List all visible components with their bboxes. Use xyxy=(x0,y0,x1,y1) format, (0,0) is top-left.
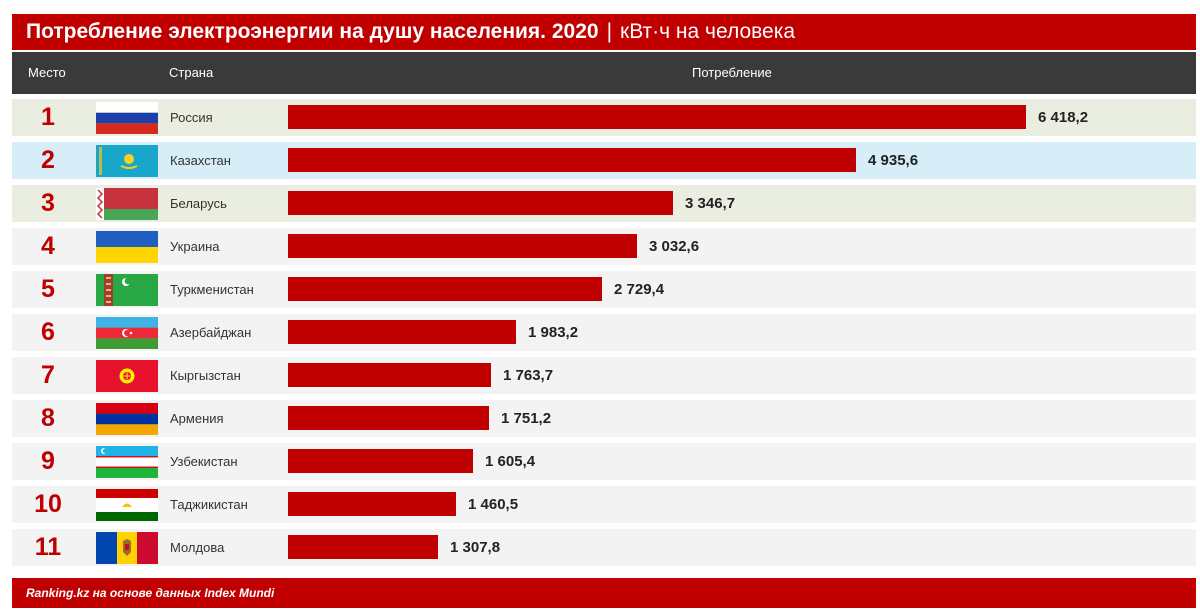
ranking-rows: 1 Россия 6 418,2 2 Казахстан 4 935,6 3 Беларусь… xyxy=(12,99,1196,572)
table-row: 5 Туркменистан 2 729,4 xyxy=(12,271,1196,308)
value-label: 1 307,8 xyxy=(450,539,501,556)
value-bar xyxy=(288,535,438,559)
tajikistan-flag-icon xyxy=(96,489,158,521)
country-label: Армения xyxy=(170,411,224,426)
value-label: 2 729,4 xyxy=(614,281,665,298)
chart-title-bar: Потребление электроэнергии на душу насел… xyxy=(12,14,1196,50)
uzbekistan-flag-icon xyxy=(96,446,158,478)
table-header: Место Страна Потребление xyxy=(12,52,1196,94)
table-row: 6 Азербайджан 1 983,2 xyxy=(12,314,1196,351)
rank-label: 2 xyxy=(41,146,55,174)
value-bar xyxy=(288,363,491,387)
source-footer: Ranking.kz на основе данных Index Mundi xyxy=(12,578,1196,608)
value-label: 1 983,2 xyxy=(528,324,579,341)
table-row: 7 Кыргызстан 1 763,7 xyxy=(12,357,1196,394)
table-row: 1 Россия 6 418,2 xyxy=(12,99,1196,136)
title-separator: | xyxy=(606,20,613,43)
azerbaijan-flag-icon xyxy=(96,317,158,349)
moldova-flag-icon xyxy=(96,532,158,564)
header-rank: Место xyxy=(28,65,66,80)
table-row: 11 Молдова 1 307,8 xyxy=(12,529,1196,566)
belarus-flag-icon xyxy=(96,188,158,220)
value-bar xyxy=(288,406,489,430)
value-label: 3 346,7 xyxy=(685,195,736,212)
country-label: Туркменистан xyxy=(170,282,254,297)
country-label: Азербайджан xyxy=(170,325,252,340)
value-label: 1 751,2 xyxy=(501,410,552,427)
rank-label: 7 xyxy=(41,361,55,389)
rank-label: 5 xyxy=(41,275,55,303)
value-label: 1 763,7 xyxy=(503,367,554,384)
country-label: Таджикистан xyxy=(170,497,248,512)
ukraine-flag-icon xyxy=(96,231,158,263)
country-label: Молдова xyxy=(170,540,225,555)
value-bar xyxy=(288,320,516,344)
chart-title: Потребление электроэнергии на душу насел… xyxy=(26,20,599,43)
value-bar xyxy=(288,492,456,516)
chart-unit: кВт·ч на человека xyxy=(620,20,796,43)
rank-label: 8 xyxy=(41,404,55,432)
country-label: Узбекистан xyxy=(170,454,238,469)
table-row: 4 Украина 3 032,6 xyxy=(12,228,1196,265)
russia-flag-icon xyxy=(96,102,158,134)
kyrgyzstan-flag-icon xyxy=(96,360,158,392)
rank-label: 9 xyxy=(41,447,55,475)
table-row: 9 Узбекистан 1 605,4 xyxy=(12,443,1196,480)
rank-label: 1 xyxy=(41,103,55,131)
table-row: 3 Беларусь 3 346,7 xyxy=(12,185,1196,222)
value-label: 1 460,5 xyxy=(468,496,519,513)
value-bar xyxy=(288,277,602,301)
country-label: Кыргызстан xyxy=(170,368,241,383)
table-row: 2 Казахстан 4 935,6 xyxy=(12,142,1196,179)
country-label: Россия xyxy=(170,110,213,125)
header-country: Страна xyxy=(169,65,214,80)
country-label: Украина xyxy=(170,239,220,254)
value-label: 4 935,6 xyxy=(868,152,919,169)
value-bar xyxy=(288,234,637,258)
value-label: 3 032,6 xyxy=(649,238,700,255)
rank-label: 4 xyxy=(41,232,55,260)
header-value: Потребление xyxy=(692,65,772,80)
value-bar xyxy=(288,105,1026,129)
value-bar xyxy=(288,449,473,473)
rank-label: 10 xyxy=(34,490,62,518)
table-row: 10 Таджикистан 1 460,5 xyxy=(12,486,1196,523)
value-label: 1 605,4 xyxy=(485,453,536,470)
table-row: 8 Армения 1 751,2 xyxy=(12,400,1196,437)
value-bar xyxy=(288,148,856,172)
rank-label: 3 xyxy=(41,189,55,217)
rank-label: 6 xyxy=(41,318,55,346)
value-label: 6 418,2 xyxy=(1038,109,1089,126)
kazakhstan-flag-icon xyxy=(96,145,158,177)
turkmenistan-flag-icon xyxy=(96,274,158,306)
country-label: Казахстан xyxy=(170,153,231,168)
rank-label: 11 xyxy=(34,533,62,561)
country-label: Беларусь xyxy=(170,196,227,211)
value-bar xyxy=(288,191,673,215)
armenia-flag-icon xyxy=(96,403,158,435)
